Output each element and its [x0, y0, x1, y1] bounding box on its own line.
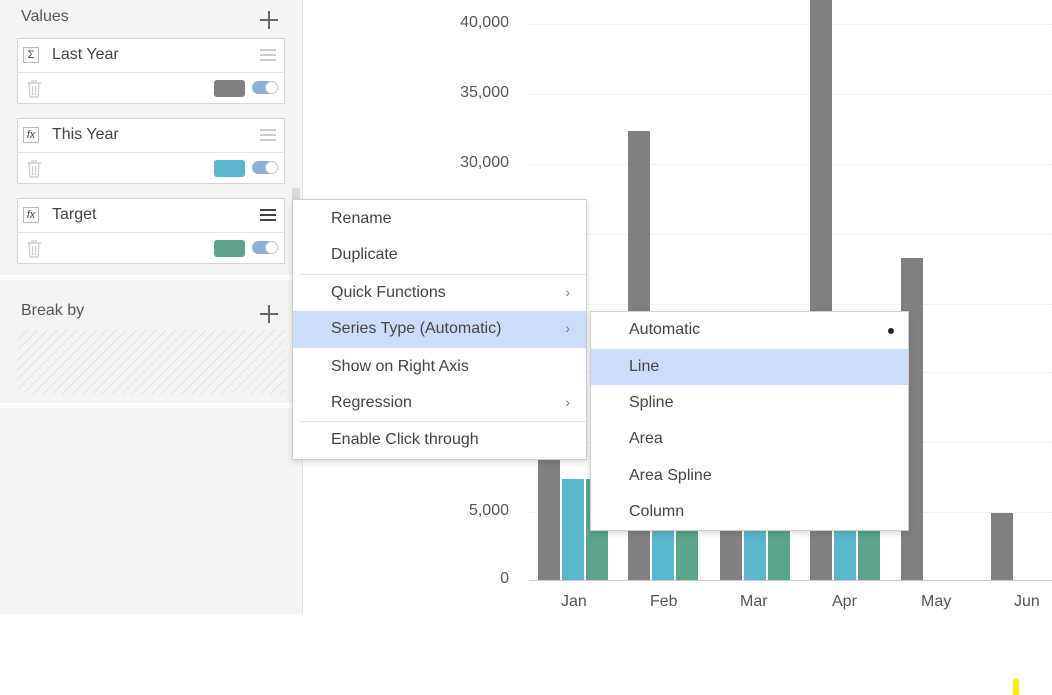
break-by-section-title: Break by [21, 302, 85, 319]
trash-icon[interactable] [26, 240, 42, 258]
series-type-submenu: Automatic Line Spline Area Area Spline C… [590, 311, 909, 531]
bar-this-year-jan[interactable] [562, 479, 584, 581]
submenu-item-spline[interactable]: Spline [629, 394, 674, 411]
fx-icon: fx [23, 207, 39, 223]
drag-handle-icon[interactable] [260, 49, 276, 61]
menu-item-series-type[interactable]: Series Type (Automatic) › [293, 311, 586, 348]
value-card-this-year[interactable]: fx This Year [17, 118, 285, 184]
selected-dot-icon [888, 328, 894, 334]
fields-panel: Values Σ Last Year fx This Year fx Targe… [0, 0, 303, 614]
gridline [529, 164, 1052, 165]
bar-last-year-jan[interactable] [538, 455, 560, 581]
cursor-marker [1013, 679, 1019, 695]
section-divider [0, 275, 302, 280]
x-tick-label: Jun [1014, 593, 1040, 610]
sigma-icon: Σ [23, 47, 39, 63]
submenu-item-area[interactable]: Area [629, 430, 663, 447]
chevron-right-icon: › [565, 320, 570, 336]
break-by-drop-zone[interactable] [17, 330, 285, 394]
visibility-toggle[interactable] [252, 241, 278, 254]
gridline [529, 24, 1052, 25]
menu-item-show-on-right-axis[interactable]: Show on Right Axis [331, 358, 469, 375]
gridline [529, 304, 1052, 305]
gridline [529, 234, 1052, 235]
chevron-right-icon: › [565, 284, 570, 300]
x-tick-label: Apr [832, 593, 857, 610]
bar-last-year-jun[interactable] [991, 513, 1013, 581]
color-swatch[interactable] [214, 160, 245, 177]
submenu-item-area-spline[interactable]: Area Spline [629, 467, 712, 484]
submenu-item-automatic[interactable]: Automatic [591, 312, 908, 348]
drag-handle-icon[interactable] [260, 129, 276, 141]
drag-handle-icon[interactable] [260, 209, 276, 221]
y-tick-label: 0 [500, 570, 509, 587]
y-tick-label: 5,000 [468, 502, 509, 519]
menu-item-regression[interactable]: Regression › [331, 394, 570, 411]
submenu-item-column[interactable]: Column [629, 503, 685, 520]
x-tick-label: Feb [650, 593, 678, 610]
x-tick-label: May [921, 593, 952, 610]
visibility-toggle[interactable] [252, 161, 278, 174]
x-axis-line [529, 580, 1052, 581]
y-tick-label: 30,000 [460, 154, 509, 171]
value-label: This Year [52, 126, 119, 143]
y-tick-label: 40,000 [460, 14, 509, 31]
color-swatch[interactable] [214, 240, 245, 257]
y-tick-label: 35,000 [460, 84, 509, 101]
menu-item-quick-functions[interactable]: Quick Functions › [331, 284, 570, 301]
gridline [529, 94, 1052, 95]
x-tick-label: Mar [740, 593, 768, 610]
color-swatch[interactable] [214, 80, 245, 97]
trash-icon[interactable] [26, 160, 42, 178]
series-context-menu: Rename Duplicate Quick Functions › Series… [292, 199, 587, 460]
value-label: Target [52, 206, 97, 223]
value-card-target[interactable]: fx Target [17, 198, 285, 264]
add-break-by-icon[interactable] [260, 305, 278, 323]
values-section-title: Values [21, 8, 69, 25]
menu-separator [299, 421, 586, 422]
section-divider [0, 403, 302, 408]
menu-item-duplicate[interactable]: Duplicate [331, 246, 398, 263]
value-label: Last Year [52, 46, 119, 63]
fx-icon: fx [23, 127, 39, 143]
trash-icon[interactable] [26, 80, 42, 98]
value-card-last-year[interactable]: Σ Last Year [17, 38, 285, 104]
menu-item-rename[interactable]: Rename [331, 210, 392, 227]
menu-separator [299, 274, 586, 275]
submenu-item-line[interactable]: Line [591, 349, 908, 385]
chevron-right-icon: › [565, 394, 570, 410]
menu-item-enable-click-through[interactable]: Enable Click through [331, 431, 479, 448]
x-tick-label: Jan [561, 593, 587, 610]
add-value-icon[interactable] [260, 11, 278, 29]
visibility-toggle[interactable] [252, 81, 278, 94]
